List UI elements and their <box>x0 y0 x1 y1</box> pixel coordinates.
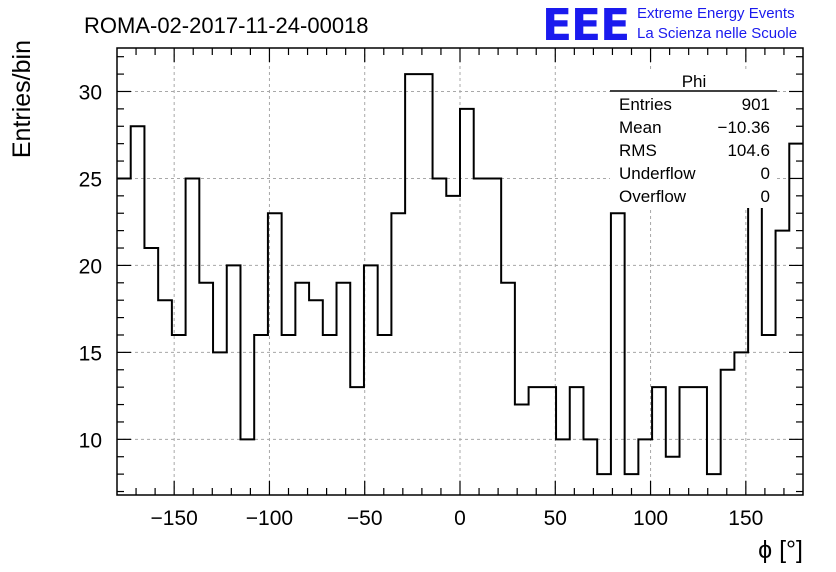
run-title: ROMA-02-2017-11-24-00018 <box>84 13 369 38</box>
org-name: Extreme Energy Events <box>637 5 795 22</box>
x-tick-label: −150 <box>151 507 198 530</box>
stats-label: Overflow <box>619 187 687 206</box>
x-tick-label: 0 <box>454 507 466 530</box>
y-tick-label: 25 <box>79 168 102 191</box>
stats-value: 0 <box>761 164 770 183</box>
x-tick-label: −50 <box>347 507 383 530</box>
stats-value: 104.6 <box>727 141 770 160</box>
x-tick-label: 150 <box>728 507 763 530</box>
stats-label: RMS <box>619 141 657 160</box>
stats-box-background <box>610 70 777 208</box>
org-subtitle: La Scienza nelle Scuole <box>637 25 797 42</box>
stats-value: 901 <box>742 95 770 114</box>
y-tick-label: 20 <box>79 255 102 278</box>
stats-value: −10.36 <box>718 118 770 137</box>
y-tick-label: 10 <box>79 429 102 452</box>
stats-box: Phi Entries 901 Mean −10.36 RMS 104.6 Un… <box>610 70 777 208</box>
x-axis-title: ϕ [°] <box>758 536 803 564</box>
y-axis-title: Entries/bin <box>8 40 36 158</box>
x-tick-label: 50 <box>544 507 567 530</box>
x-tick-label: −100 <box>246 507 293 530</box>
x-tick-labels: −150 −100 −50 0 50 100 150 <box>151 507 764 530</box>
stats-name: Phi <box>682 72 707 91</box>
y-tick-label: 15 <box>79 342 102 365</box>
eee-logo-text: EEE <box>542 0 629 51</box>
stats-value: 0 <box>761 187 770 206</box>
histogram-step-line <box>117 73 803 476</box>
stats-label: Underflow <box>619 164 696 183</box>
y-tick-label: 30 <box>79 81 102 104</box>
eee-logo: EEE Extreme Energy Events La Scienza nel… <box>542 0 797 51</box>
y-tick-labels: 10 15 20 25 30 <box>79 81 102 452</box>
stats-label: Entries <box>619 95 672 114</box>
stats-label: Mean <box>619 118 662 137</box>
axis-ticks <box>117 48 803 495</box>
x-tick-label: 100 <box>633 507 668 530</box>
